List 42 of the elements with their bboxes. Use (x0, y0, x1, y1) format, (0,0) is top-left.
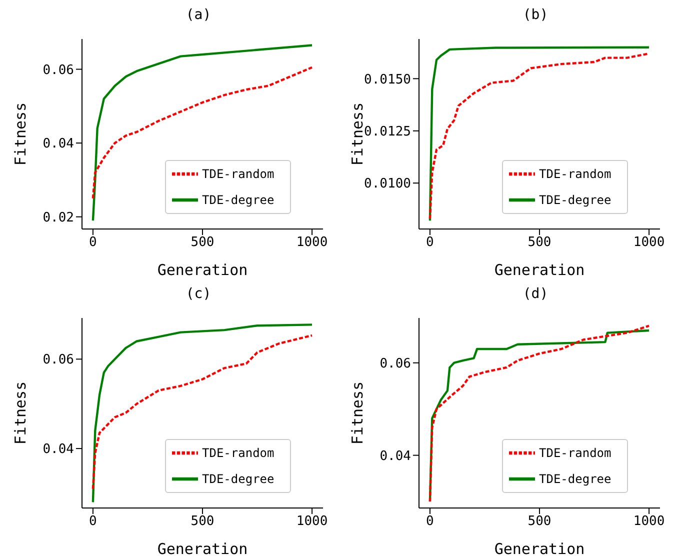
legend-label: TDE-random (539, 446, 612, 460)
y-axis-title: Fitness (11, 102, 30, 166)
chart-title: (a) (184, 6, 212, 25)
y-tick-label: 0.04 (42, 442, 74, 458)
chart-title: (c) (184, 285, 212, 304)
legend-label: TDE-degree (202, 193, 274, 208)
x-tick-label: 1000 (633, 514, 665, 530)
legend-label: TDE-degree (202, 472, 274, 486)
x-tick-label: 500 (528, 235, 552, 250)
y-tick-label: 0.0125 (364, 124, 411, 140)
x-tick-label: 1000 (633, 235, 665, 250)
x-tick-label: 0 (426, 514, 434, 530)
x-tick-label: 0 (426, 235, 434, 250)
y-tick-label: 0.0150 (364, 72, 411, 88)
y-axis-title: Fitness (348, 381, 366, 445)
legend-label: TDE-degree (539, 193, 612, 208)
y-tick-label: 0.02 (42, 210, 74, 226)
chart-title: (b) (522, 6, 550, 25)
x-tick-label: 0 (89, 235, 97, 250)
y-tick-label: 0.06 (380, 356, 411, 372)
x-tick-label: 500 (190, 514, 214, 530)
x-tick-label: 500 (190, 235, 214, 250)
legend-label: TDE-degree (539, 472, 612, 486)
x-axis-title: Generation (157, 540, 248, 558)
legend-label: TDE-random (202, 446, 274, 460)
legend-label: TDE-random (202, 167, 274, 182)
x-tick-label: 1000 (296, 514, 328, 530)
y-tick-label: 0.06 (42, 352, 74, 368)
y-tick-label: 0.04 (42, 136, 74, 152)
x-tick-label: 1000 (296, 235, 328, 250)
x-axis-title: Generation (494, 261, 585, 279)
x-tick-label: 500 (528, 514, 552, 530)
line-series (92, 44, 314, 222)
y-axis-title: Fitness (11, 381, 30, 445)
chart-title: (d) (522, 285, 550, 304)
y-tick-label: 0.04 (380, 448, 412, 464)
x-axis-title: Generation (494, 540, 585, 558)
y-tick-label: 0.06 (42, 62, 74, 78)
y-tick-label: 0.0100 (364, 176, 411, 192)
x-tick-label: 0 (89, 514, 97, 530)
x-axis-title: Generation (157, 261, 248, 279)
legend-label: TDE-random (539, 167, 612, 182)
